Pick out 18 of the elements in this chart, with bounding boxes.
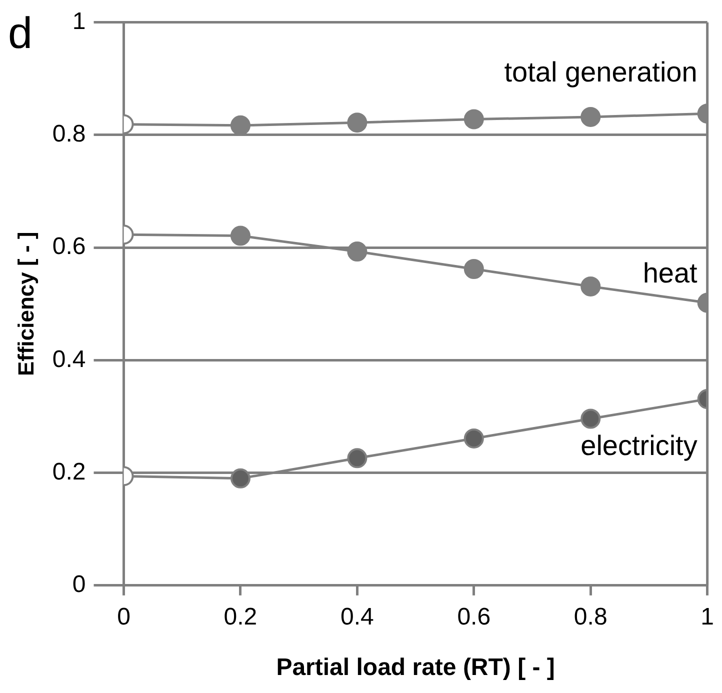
y-tick-label: 0.4	[52, 346, 86, 373]
x-tick-label: 1	[700, 603, 714, 630]
x-tick-label: 0.2	[224, 603, 258, 630]
series-label: heat	[642, 257, 698, 288]
x-tick-label: 0.6	[457, 603, 491, 630]
y-tick-label: 1	[72, 8, 86, 36]
text: d	[8, 9, 32, 58]
y-tick-label: 0	[72, 571, 86, 598]
y-tick-label: 0.6	[52, 233, 86, 260]
y-axis-title: Efficiency [ - ]	[13, 232, 38, 376]
series-label: electricity	[580, 430, 698, 461]
x-tick-label: 0	[117, 603, 130, 630]
x-tick-label: 0.4	[340, 603, 374, 630]
y-tick-label: 0.2	[52, 458, 86, 486]
series-label: total generation	[504, 56, 698, 88]
y-tick-label: 0.8	[52, 120, 86, 148]
x-tick-label: 0.8	[574, 603, 608, 630]
x-axis-title: Partial load rate (RT) [ - ]	[276, 654, 555, 682]
